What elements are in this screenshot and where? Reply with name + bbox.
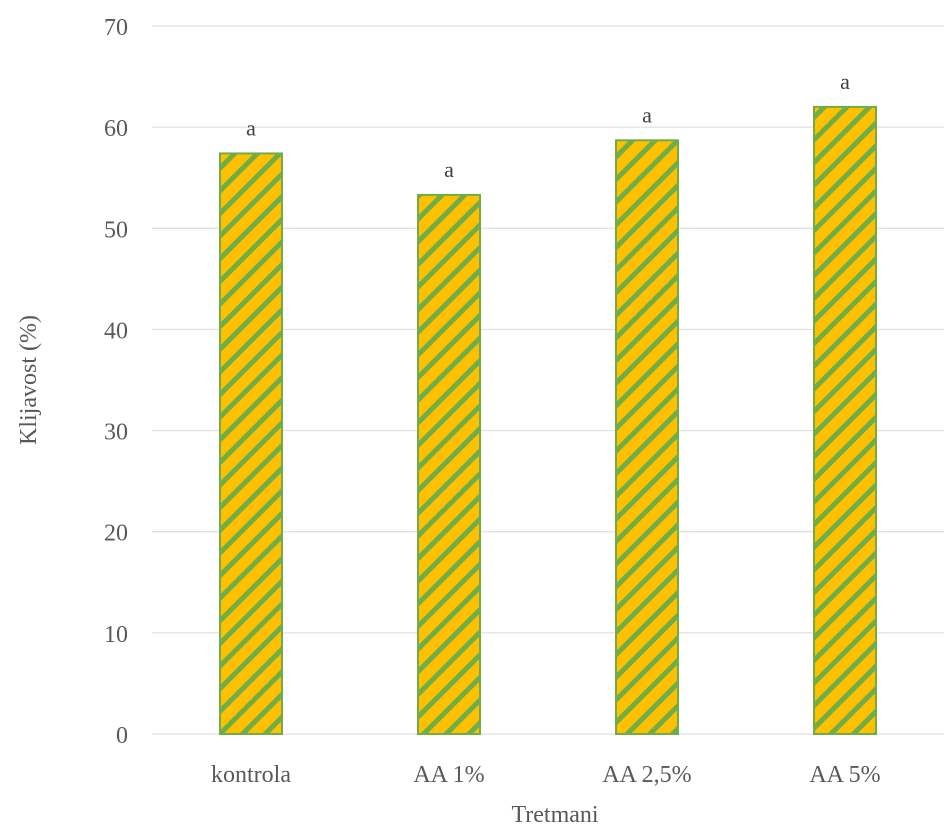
x-axis-title: Tretmani	[511, 802, 598, 828]
y-tick-label: 0	[116, 723, 128, 749]
bar-data-label: a	[840, 69, 850, 94]
y-tick-label: 10	[104, 622, 128, 648]
bar-data-label: a	[246, 115, 256, 140]
y-tick-label: 70	[104, 15, 128, 41]
bar	[219, 152, 283, 735]
x-tick-label: AA 1%	[413, 762, 484, 788]
y-axis-ticks: 0 10 20 30 40 50 60 70	[104, 15, 128, 749]
bar	[813, 105, 877, 735]
bars	[219, 105, 877, 735]
y-tick-label: 40	[104, 318, 128, 344]
y-tick-label: 20	[104, 521, 128, 547]
bar-data-label: a	[444, 157, 454, 182]
data-labels: a a a a	[246, 69, 850, 182]
y-tick-label: 30	[104, 420, 128, 446]
x-axis-ticks: kontrola AA 1% AA 2,5% AA 5%	[211, 762, 881, 788]
x-tick-label: AA 5%	[809, 762, 880, 788]
gridlines	[152, 25, 944, 735]
y-axis-title: Klijavost (%)	[16, 315, 42, 445]
x-tick-label: kontrola	[211, 762, 291, 788]
y-tick-label: 50	[104, 217, 128, 243]
x-tick-label: AA 2,5%	[602, 762, 691, 788]
bar	[615, 139, 679, 735]
bar-data-label: a	[642, 102, 652, 127]
y-tick-label: 60	[104, 116, 128, 142]
bar	[417, 193, 481, 735]
